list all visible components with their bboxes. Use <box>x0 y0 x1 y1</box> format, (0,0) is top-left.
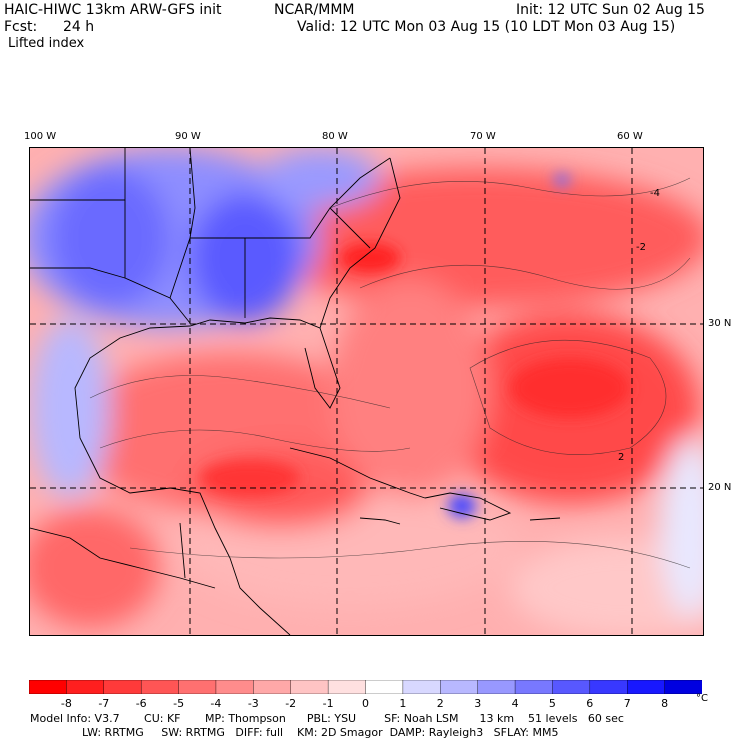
lon-label-80w: 80 W <box>322 131 348 142</box>
colorbar-tick-label: 2 <box>436 697 444 710</box>
colorbar-tick-label: -7 <box>98 697 110 710</box>
colorbar <box>29 680 702 694</box>
forecast-hour: 24 h <box>63 19 95 35</box>
lon-label-90w: 90 W <box>175 131 201 142</box>
colorbar-tick-label: 1 <box>399 697 407 710</box>
colorbar-tick-label: 3 <box>474 697 482 710</box>
lon-label-60w: 60 W <box>617 131 643 142</box>
colorbar-swatch <box>215 680 255 694</box>
lon-label-100w: 100 W <box>24 131 57 142</box>
model-info-line2: LW: RRTMG SW: RRTMG DIFF: full KM: 2D Sm… <box>82 726 559 739</box>
forecast-label: Fcst: <box>4 19 38 35</box>
colorbar-unit: °C <box>696 693 708 704</box>
colorbar-swatch <box>440 680 479 694</box>
colorbar-swatch <box>365 680 404 694</box>
colorbar-tick-label: -5 <box>173 697 185 710</box>
colorbar-swatch <box>664 680 702 694</box>
colorbar-swatch <box>589 680 628 694</box>
model-info-line1: Model Info: V3.7 CU: KF MP: Thompson PBL… <box>30 712 624 725</box>
colorbar-swatch <box>103 680 142 694</box>
lat-label-30n: 30 N <box>708 318 732 329</box>
colorbar-swatch <box>290 680 329 694</box>
colorbar-swatch <box>29 680 68 694</box>
colorbar-tick-label: -8 <box>60 697 72 710</box>
colorbar-swatch <box>402 680 441 694</box>
colorbar-swatch <box>552 680 591 694</box>
colorbar-tick-label: -2 <box>285 697 297 710</box>
org-label: NCAR/MMM <box>274 2 355 18</box>
contour-label: 2 <box>618 452 624 463</box>
colorbar-tick-label: 7 <box>623 697 631 710</box>
model-title: HAIC-HIWC 13km ARW-GFS init <box>4 2 222 18</box>
lifted-index-map: -4 -2 2 <box>29 147 704 636</box>
colorbar-tick-label: 0 <box>362 697 369 710</box>
colorbar-tick-label: -6 <box>135 697 147 710</box>
colorbar-swatch <box>327 680 367 694</box>
colorbar-swatch <box>514 680 554 694</box>
init-time: Init: 12 UTC Sun 02 Aug 15 <box>516 2 705 18</box>
colorbar-swatch <box>66 680 105 694</box>
contour-label: -4 <box>650 188 660 199</box>
colorbar-swatch <box>178 680 217 694</box>
colorbar-tick-label: 6 <box>586 697 594 710</box>
lon-label-70w: 70 W <box>470 131 496 142</box>
valid-time: Valid: 12 UTC Mon 03 Aug 15 (10 LDT Mon … <box>297 19 676 35</box>
colorbar-tick-label: -4 <box>210 697 222 710</box>
colorbar-swatch <box>627 680 666 694</box>
colorbar-tick-label: -1 <box>322 697 334 710</box>
field-name: Lifted index <box>8 36 85 51</box>
contour-label: -2 <box>636 242 646 253</box>
colorbar-tick-label: 5 <box>548 697 556 710</box>
lat-label-20n: 20 N <box>708 482 732 493</box>
colorbar-swatch <box>477 680 516 694</box>
colorbar-swatch <box>253 680 292 694</box>
colorbar-swatch <box>140 680 180 694</box>
colorbar-tick-label: 8 <box>661 697 669 710</box>
colorbar-tick-label: 4 <box>511 697 519 710</box>
colorbar-tick-label: -3 <box>247 697 259 710</box>
